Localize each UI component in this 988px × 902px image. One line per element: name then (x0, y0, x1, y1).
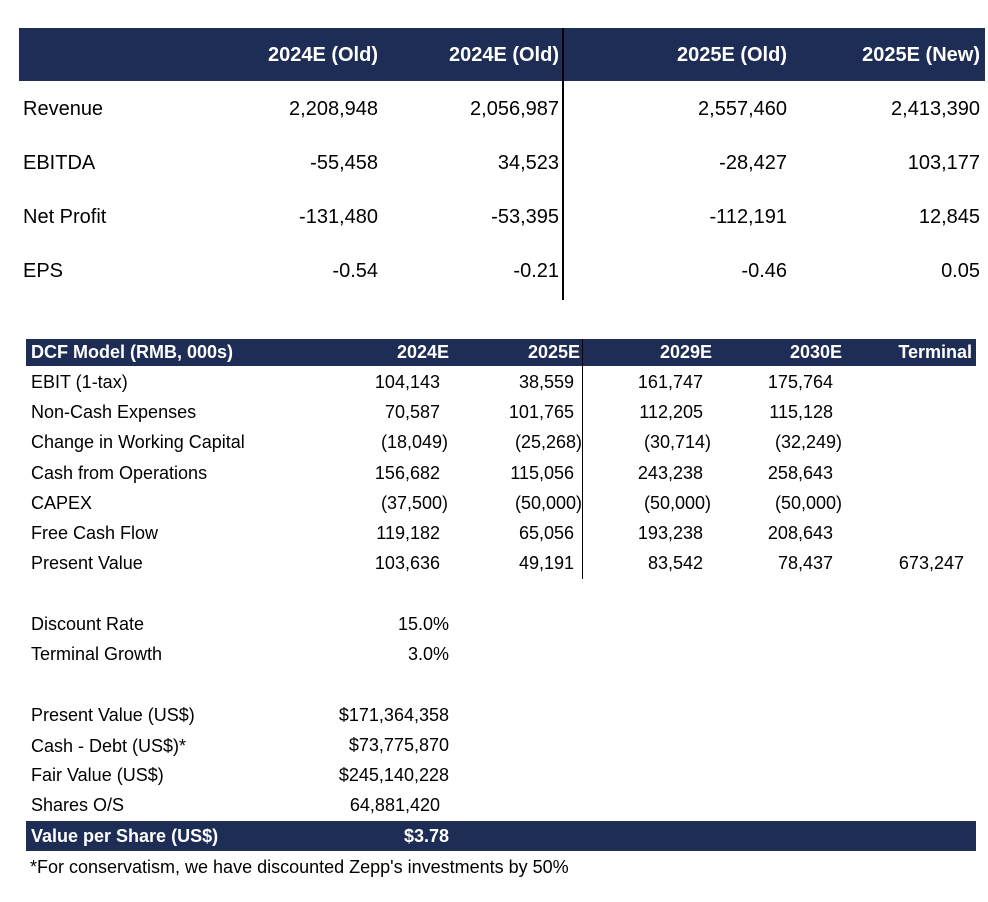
dcf-cell: 101,765 (508, 402, 574, 422)
dcf-cell: 103,636 (374, 553, 440, 573)
dcf-cell: 115,128 (769, 402, 833, 422)
dcf-cell: 193,238 (637, 523, 703, 543)
dcf-col-header-2029e: 2029E (659, 342, 712, 362)
dcf-divider (582, 339, 583, 579)
dcf-cell: 115,056 (510, 463, 574, 483)
dcf-cell: (30,714) (643, 432, 711, 452)
dcf-cell: (50,000) (643, 493, 711, 513)
dcf-row-label: Free Cash Flow (31, 523, 159, 543)
dcf-cell: (50,000) (774, 493, 842, 513)
terminal-growth-value: 3.0% (407, 644, 449, 664)
value-per-share-label: Value per Share (US$) (31, 826, 219, 846)
shares-os-value: 64,881,420 (349, 795, 440, 815)
present-value-value: $171,364,358 (338, 705, 449, 725)
dcf-cell: 65,056 (518, 523, 574, 543)
summary-row-label: Revenue (23, 98, 104, 120)
dcf-col-header-terminal: Terminal (898, 342, 972, 362)
dcf-cell: 161,747 (637, 372, 703, 392)
discount-rate-value: 15.0% (397, 614, 449, 634)
dcf-cell: (50,000) (514, 493, 582, 513)
dcf-cell: 673,247 (898, 553, 964, 573)
dcf-row-label: Non-Cash Expenses (31, 402, 197, 422)
dcf-cell: 78,437 (777, 553, 833, 573)
summary-col-header-4: 2025E (New) (862, 44, 980, 66)
terminal-growth-label: Terminal Growth (31, 644, 163, 664)
summary-cell: 0.05 (941, 260, 980, 282)
summary-cell: -55,458 (310, 152, 378, 174)
dcf-cell: 38,559 (518, 372, 574, 392)
summary-cell: -112,191 (709, 206, 787, 228)
dcf-cell: (25,268) (514, 432, 582, 452)
dcf-cell: 70,587 (384, 402, 440, 422)
dcf-header-bar (26, 339, 976, 366)
summary-cell: -131,480 (299, 206, 378, 228)
dcf-cell: 175,764 (767, 372, 833, 392)
shares-os-label: Shares O/S (31, 795, 125, 815)
dcf-cell: 83,542 (647, 553, 703, 573)
summary-cell: 2,413,390 (891, 98, 980, 120)
dcf-cell: 208,643 (767, 523, 833, 543)
dcf-cell: 243,238 (637, 463, 703, 483)
summary-header-bar (19, 28, 985, 81)
dcf-cell: 258,643 (767, 463, 833, 483)
summary-cell: 2,056,987 (470, 98, 559, 120)
footnote: *For conservatism, we have discounted Ze… (30, 857, 569, 877)
summary-cell: -53,395 (491, 206, 559, 228)
dcf-title: DCF Model (RMB, 000s) (31, 342, 234, 362)
dcf-cell: (37,500) (380, 493, 448, 513)
summary-col-header-1: 2024E (Old) (267, 44, 378, 66)
dcf-cell: 112,205 (639, 402, 703, 422)
discount-rate-label: Discount Rate (31, 614, 145, 634)
cash-debt-label: Cash - Debt (US$)* (31, 736, 187, 756)
dcf-col-header-2030e: 2030E (789, 342, 842, 362)
summary-row-label: EPS (23, 260, 64, 282)
dcf-row-label: CAPEX (31, 493, 93, 513)
summary-row-label: Net Profit (23, 206, 107, 228)
summary-cell: 2,557,460 (698, 98, 787, 120)
dcf-col-header-2025e: 2025E (527, 342, 580, 362)
summary-cell: 103,177 (907, 152, 980, 174)
summary-divider (562, 28, 564, 300)
summary-cell: -0.54 (332, 260, 378, 282)
dcf-cell: 156,682 (374, 463, 440, 483)
summary-cell: -28,427 (719, 152, 787, 174)
dcf-cell: 119,182 (376, 523, 440, 543)
dcf-row-label: Change in Working Capital (31, 432, 245, 452)
summary-row-label: EBITDA (23, 152, 96, 174)
value-per-share-value: $3.78 (403, 826, 449, 846)
dcf-cell: 49,191 (518, 553, 574, 573)
summary-cell: -0.46 (741, 260, 787, 282)
dcf-cell: (32,249) (774, 432, 842, 452)
dcf-cell: 104,143 (374, 372, 440, 392)
value-per-share-bar (26, 821, 976, 851)
summary-cell: -0.21 (513, 260, 559, 282)
cash-debt-value: $73,775,870 (348, 735, 449, 755)
present-value-label: Present Value (US$) (31, 705, 195, 725)
summary-cell: 34,523 (497, 152, 559, 174)
summary-col-header-2: 2024E (Old) (448, 44, 559, 66)
dcf-col-header-2024e: 2024E (396, 342, 449, 362)
dcf-cell: (18,049) (380, 432, 448, 452)
dcf-row-label: Cash from Operations (31, 463, 208, 483)
summary-col-header-3: 2025E (Old) (676, 44, 787, 66)
dcf-row-label: EBIT (1-tax) (31, 372, 128, 392)
summary-cell: 12,845 (918, 206, 980, 228)
summary-cell: 2,208,948 (289, 98, 378, 120)
dcf-row-label: Present Value (31, 553, 143, 573)
fair-value-value: $245,140,228 (338, 765, 449, 785)
fair-value-label: Fair Value (US$) (31, 765, 164, 785)
